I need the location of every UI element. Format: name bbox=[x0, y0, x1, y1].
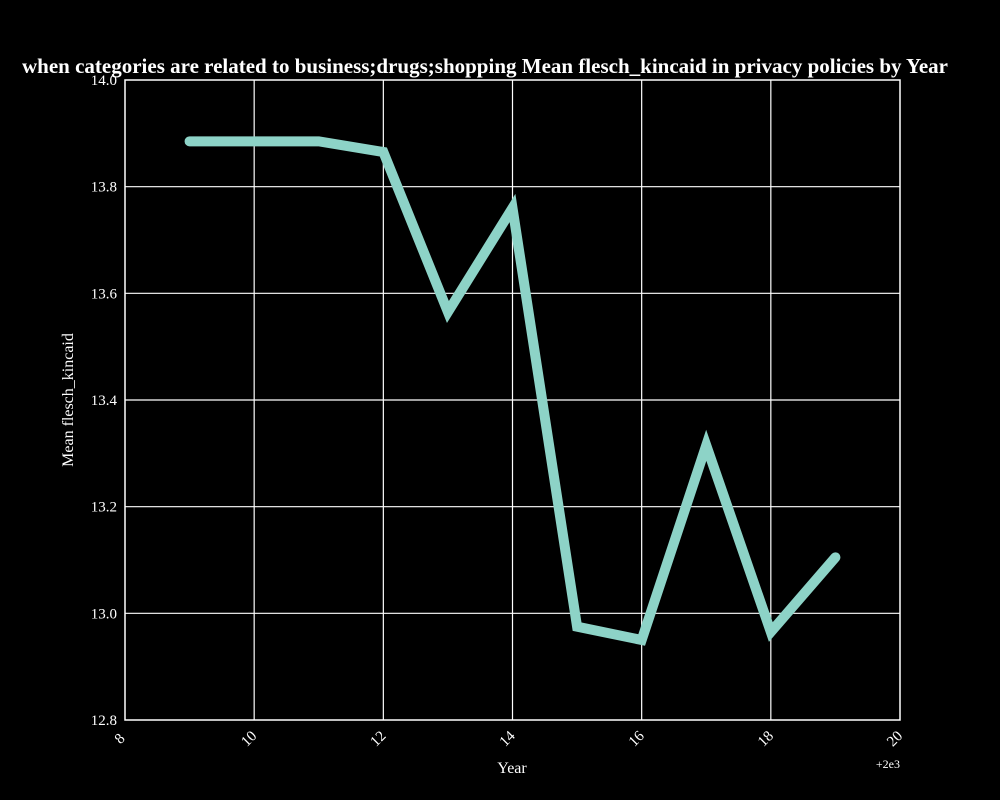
x-axis-ticks: 8 10 12 14 16 18 20 bbox=[112, 728, 906, 750]
grid bbox=[125, 80, 900, 720]
x-tick-label: 20 bbox=[884, 728, 906, 750]
y-axis-ticks: 12.8 13.0 13.2 13.4 13.6 13.8 14.0 bbox=[91, 73, 118, 729]
y-tick-label: 13.8 bbox=[91, 180, 117, 196]
x-tick-label: 18 bbox=[755, 728, 777, 750]
y-axis-label: Mean flesch_kincaid bbox=[60, 333, 77, 467]
x-tick-label: 14 bbox=[497, 728, 519, 750]
y-tick-label: 12.8 bbox=[91, 713, 117, 729]
y-tick-label: 14.0 bbox=[91, 73, 117, 89]
y-tick-label: 13.0 bbox=[91, 606, 117, 622]
x-tick-label: 16 bbox=[626, 728, 648, 750]
y-tick-label: 13.2 bbox=[91, 500, 117, 516]
plot-frame bbox=[124, 79, 901, 721]
chart-title: when categories are related to business;… bbox=[22, 54, 948, 78]
x-tick-label: 10 bbox=[238, 728, 260, 750]
series-layer bbox=[184, 136, 841, 646]
x-axis-offset-label: +2e3 bbox=[876, 757, 900, 771]
x-axis-label: Year bbox=[497, 760, 527, 777]
x-tick-label: 8 bbox=[112, 731, 129, 748]
y-tick-label: 13.4 bbox=[91, 393, 118, 409]
x-tick-label: 12 bbox=[368, 728, 390, 750]
y-tick-label: 13.6 bbox=[91, 286, 118, 302]
